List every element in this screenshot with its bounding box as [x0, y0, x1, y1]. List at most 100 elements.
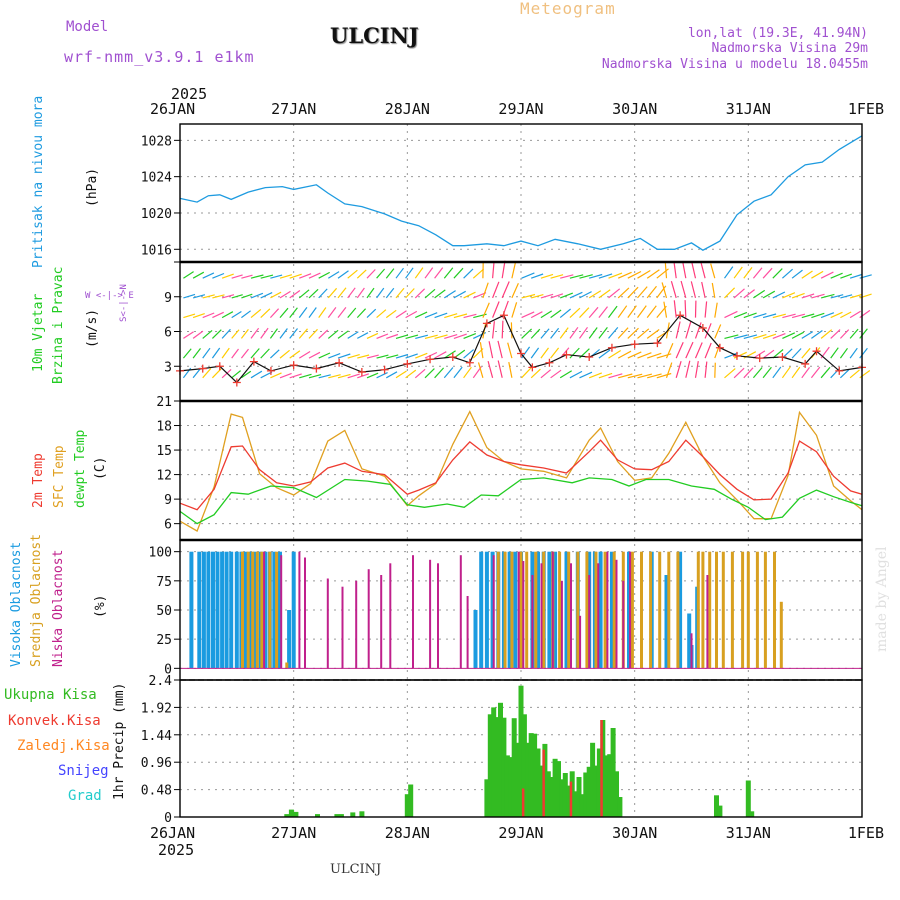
wind-barb: [269, 328, 278, 339]
precip-bar: [288, 809, 294, 817]
wind-gust-marker: [715, 343, 724, 352]
wind-barb: [260, 292, 273, 299]
wind-barb: [694, 342, 703, 359]
wind-barb: [444, 313, 458, 319]
precip-legend-item: Ukupna Kisa: [4, 687, 97, 703]
wind-barb: [395, 334, 409, 339]
cloud-bar: [206, 551, 211, 669]
y-tick-label: 15: [156, 444, 172, 459]
wind-gust-marker: [380, 365, 389, 374]
wind-barb: [627, 270, 642, 279]
wind-barb: [598, 372, 613, 379]
cloud-bar: [260, 551, 264, 669]
year-top: 2025: [171, 85, 207, 103]
wind-barb: [682, 260, 687, 279]
y-tick-label: 0.96: [141, 756, 172, 771]
time-tick-bottom: 1FEB: [848, 824, 884, 842]
time-tick-bottom: 26JAN: [150, 824, 195, 842]
time-tick-top: 28JAN: [385, 100, 430, 118]
wind-barb: [241, 370, 252, 379]
wind-barb: [443, 290, 456, 299]
wind-barb: [772, 366, 782, 379]
wind-barb: [453, 333, 467, 339]
wind-barb: [801, 347, 811, 359]
wind-barb: [753, 334, 767, 339]
meteogram-label: Meteogram: [520, 0, 616, 18]
wind-barb: [202, 347, 211, 359]
wind-barb: [192, 367, 202, 379]
y-tick-label: 0: [164, 811, 172, 826]
cloud-bar: [612, 551, 616, 669]
precip-bar: [494, 717, 500, 817]
wind-barb: [685, 341, 694, 359]
y-tick-label: 3: [164, 360, 172, 375]
wind-barb: [279, 328, 288, 339]
wind-barb: [202, 368, 212, 379]
wind-barb: [221, 311, 234, 319]
wind-unit: (m/s): [85, 309, 100, 348]
wind-barb: [704, 323, 712, 339]
wind-barb: [327, 287, 338, 299]
wind-barb: [366, 372, 379, 379]
time-tick-top: 31JAN: [726, 100, 771, 118]
cloud-bar: [696, 551, 700, 669]
wind-barb: [289, 290, 301, 299]
wind-barb: [477, 362, 484, 378]
wind-barb: [241, 293, 253, 299]
cloud-bar: [687, 613, 692, 669]
wind-barb: [704, 361, 708, 378]
cloud-bar: [275, 551, 279, 669]
wind-barb: [608, 327, 619, 339]
cloud-bar: [510, 551, 514, 669]
wind-barb: [508, 361, 513, 378]
wind-barb: [704, 301, 708, 318]
wind-barb: [753, 313, 767, 319]
wind-barb: [608, 349, 622, 359]
cloud-bar: [676, 551, 680, 669]
cloud-bar: [412, 555, 414, 669]
wind-barb: [221, 273, 234, 279]
precip-bar: [552, 758, 558, 817]
cloud-bar: [517, 551, 520, 669]
wind-barb: [849, 310, 861, 319]
wind-barb: [733, 311, 748, 319]
wind-barb: [221, 347, 230, 359]
wind-barb: [550, 274, 564, 279]
wind-barb: [501, 281, 510, 299]
precip-bar: [576, 777, 582, 817]
precip-bar: [603, 755, 609, 817]
time-tick-top: 1FEB: [848, 100, 884, 118]
wind-barb: [385, 309, 397, 319]
wind-barb: [627, 351, 642, 359]
wind-barb: [212, 272, 225, 279]
cloud-bar: [211, 551, 215, 669]
time-tick-bottom: 29JAN: [498, 824, 543, 842]
wind-barb: [801, 270, 813, 279]
precip-bar: [714, 795, 719, 817]
y-tick-label: 0.48: [141, 784, 172, 799]
wind-barb: [588, 290, 602, 299]
wind-barb: [752, 367, 763, 379]
wind-barb: [289, 307, 298, 318]
precip-bar: [539, 765, 544, 817]
wind-barb: [511, 283, 519, 299]
wind-barb: [772, 268, 783, 279]
cloud-bar: [576, 551, 580, 669]
wind-gust-marker: [266, 366, 275, 375]
y-tick-label: 1024: [141, 171, 172, 186]
wind-barb: [492, 281, 500, 299]
precip-bar: [521, 788, 525, 817]
cloud-bar: [553, 551, 558, 669]
wind-barb: [337, 270, 349, 279]
wind-gust-marker: [630, 340, 639, 349]
wind-barb: [849, 293, 863, 299]
wind-barb: [424, 368, 435, 379]
wind-barb: [202, 312, 215, 319]
cloud-bar: [263, 551, 266, 669]
wind-barb: [840, 294, 853, 299]
cloud-bar: [268, 551, 272, 669]
wind-barb: [661, 282, 668, 299]
precip-bar: [508, 757, 514, 817]
wind-barb: [212, 294, 225, 299]
wind-barb: [810, 366, 821, 379]
